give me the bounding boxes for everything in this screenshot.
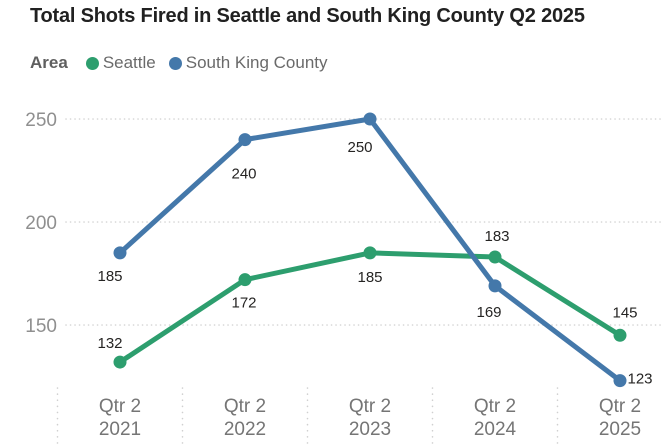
data-point-south-king-county-2025[interactable] <box>613 374 627 388</box>
data-point-south-king-county-2023[interactable] <box>363 112 377 126</box>
y-axis-tick-label: 250 <box>25 110 57 131</box>
data-label: 183 <box>484 228 509 245</box>
data-point-seattle-2023[interactable] <box>363 246 377 260</box>
data-point-seattle-2022[interactable] <box>238 273 252 287</box>
x-axis-label: 2025 <box>599 419 641 440</box>
y-axis-tick-label: 150 <box>25 316 57 337</box>
data-point-south-king-county-2022[interactable] <box>238 133 252 147</box>
data-label: 185 <box>97 268 122 285</box>
x-axis-label: 2024 <box>474 419 517 440</box>
data-label: 185 <box>357 269 382 286</box>
legend: Area Seattle South King County <box>30 53 328 73</box>
legend-dot-icon <box>168 56 182 70</box>
data-label: 172 <box>231 295 256 312</box>
x-axis-label: Qtr 2 <box>349 396 391 417</box>
x-axis-label: Qtr 2 <box>224 396 266 417</box>
data-label: 250 <box>347 139 372 156</box>
legend-dot-icon <box>85 56 99 70</box>
data-label: 169 <box>476 304 501 321</box>
data-label: 132 <box>97 335 122 352</box>
data-label: 240 <box>231 166 256 183</box>
x-axis-label: 2022 <box>224 419 266 440</box>
data-point-seattle-2025[interactable] <box>613 328 627 342</box>
x-axis-label: Qtr 2 <box>99 396 141 417</box>
legend-title: Area <box>30 53 68 72</box>
y-axis-tick-label: 200 <box>25 213 57 234</box>
x-axis-label: 2023 <box>349 419 391 440</box>
legend-item-seattle[interactable]: Seattle <box>85 53 156 73</box>
chart-title: Total Shots Fired in Seattle and South K… <box>30 5 585 27</box>
legend-item-south-king-county[interactable]: South King County <box>168 53 328 73</box>
x-axis-label: Qtr 2 <box>474 396 516 417</box>
x-axis-label: Qtr 2 <box>599 396 641 417</box>
data-label: 145 <box>612 304 637 321</box>
data-point-south-king-county-2021[interactable] <box>113 246 127 260</box>
x-axis-label: 2021 <box>99 419 141 440</box>
data-label: 123 <box>627 371 652 388</box>
data-point-seattle-2024[interactable] <box>488 250 502 264</box>
legend-item-label: Seattle <box>102 53 156 72</box>
legend-item-label: South King County <box>185 53 328 72</box>
data-point-south-king-county-2024[interactable] <box>488 279 502 293</box>
data-point-seattle-2021[interactable] <box>113 355 127 369</box>
